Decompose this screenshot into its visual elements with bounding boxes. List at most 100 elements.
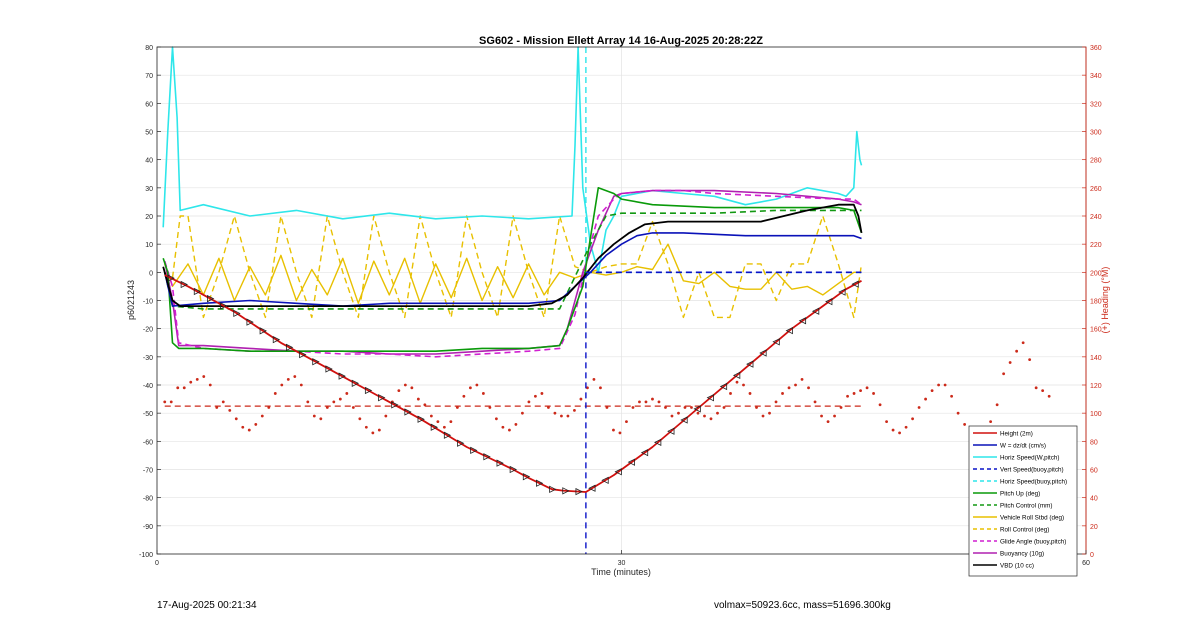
height-marker	[338, 372, 346, 380]
series-line-glide	[163, 189, 862, 358]
heading-points	[163, 341, 1051, 438]
heading-point	[501, 425, 505, 429]
height-marker	[588, 484, 596, 492]
height-marker	[364, 386, 373, 395]
height-marker	[614, 468, 622, 476]
series-line-pitch-ctrl	[163, 209, 862, 310]
heading-point	[625, 420, 628, 424]
height-marker	[457, 439, 465, 447]
heading-point	[332, 400, 336, 404]
y2-axis-label: (+) Heading (°M)	[1100, 267, 1110, 334]
heading-point	[273, 392, 277, 395]
heading-point	[664, 406, 667, 409]
heading-point	[384, 414, 388, 418]
heading-point	[293, 375, 297, 378]
height-marker	[259, 327, 267, 335]
heading-point	[475, 383, 479, 387]
heading-point	[573, 408, 576, 412]
legend-label-horiz-buoy: Horiz Speed(buoy,pitch)	[1000, 479, 1067, 486]
height-marker	[417, 415, 425, 423]
heading-point	[729, 392, 732, 395]
heading-point	[651, 397, 654, 401]
heading-point	[364, 425, 368, 429]
heading-point	[872, 392, 875, 395]
heading-point	[735, 380, 739, 384]
y2-tick-label: 60	[1090, 468, 1098, 475]
y2-tick-label: 100	[1090, 411, 1102, 418]
heading-point	[618, 431, 622, 435]
series-line-pitch	[162, 187, 863, 353]
heading-point	[898, 431, 901, 435]
height-marker	[693, 405, 701, 413]
legend-label-pitch: Pitch Up (deg)	[1000, 491, 1040, 498]
axes: 80706050403020100-10-20-30-40-50-60-70-8…	[139, 45, 1102, 567]
height-marker	[772, 338, 780, 346]
height-markers	[167, 274, 859, 496]
heading-point	[299, 383, 303, 387]
height-marker	[220, 302, 228, 310]
height-marker	[798, 317, 807, 325]
height-marker	[233, 309, 241, 317]
heading-point	[787, 386, 791, 390]
height-marker	[430, 423, 439, 431]
footer-volmax-mass: volmax=50923.6cc, mass=51696.300kg	[714, 600, 891, 611]
heading-point	[566, 414, 570, 418]
heading-point	[410, 386, 414, 390]
heading-point	[891, 428, 895, 432]
y2-tick-label: 300	[1090, 130, 1102, 137]
legend-label-vbd: VBD (10 cc)	[1000, 563, 1034, 570]
y2-tick-label: 260	[1090, 186, 1102, 193]
heading-point	[280, 383, 284, 387]
legend-label-buoy: Buoyancy (10g)	[1000, 551, 1044, 558]
heading-point	[839, 406, 843, 409]
y2-tick-label: 320	[1090, 101, 1102, 108]
heading-point	[1015, 349, 1019, 353]
heading-point	[833, 414, 836, 418]
legend-label-glide: Glide Angle (buoy,pitch)	[1000, 539, 1066, 546]
series-line-horiz	[162, 46, 863, 274]
heading-point	[638, 400, 641, 404]
y-tick-label: 40	[145, 158, 153, 165]
y-tick-label: -20	[143, 327, 153, 334]
heading-point	[312, 414, 316, 418]
height-marker	[483, 453, 491, 461]
y-tick-label: 30	[145, 186, 153, 193]
x-axis-label: Time (minutes)	[591, 567, 651, 577]
heading-point	[416, 397, 420, 401]
heading-point	[943, 383, 947, 387]
heading-point	[442, 425, 446, 429]
height-marker	[667, 427, 675, 435]
heading-point	[989, 420, 993, 424]
y2-tick-label: 280	[1090, 158, 1102, 165]
heading-point	[462, 394, 466, 398]
heading-point	[488, 406, 492, 409]
y2-tick-label: 340	[1090, 73, 1102, 80]
heading-point	[228, 408, 232, 412]
heading-point	[429, 414, 433, 418]
heading-point	[885, 420, 888, 424]
y-tick-label: -40	[143, 383, 153, 390]
height-marker	[851, 280, 859, 288]
height-marker	[272, 336, 281, 344]
heading-point	[950, 394, 954, 398]
heading-point	[670, 414, 674, 418]
series-line-height	[164, 274, 862, 493]
heading-point	[319, 417, 323, 421]
heading-point	[930, 389, 934, 393]
height-marker	[299, 350, 307, 359]
height-marker	[653, 438, 662, 447]
y-tick-label: -50	[143, 411, 153, 418]
height-marker	[391, 401, 399, 409]
height-marker	[785, 326, 793, 335]
y-tick-label: 50	[145, 130, 153, 137]
heading-point	[377, 428, 381, 432]
heading-point	[371, 431, 375, 435]
heading-point	[306, 400, 310, 404]
heading-point	[534, 394, 537, 398]
heading-point	[852, 392, 856, 395]
height-marker	[601, 476, 609, 484]
y2-tick-label: 0	[1090, 552, 1094, 559]
y2-tick-label: 120	[1090, 383, 1102, 390]
y-tick-label: 0	[149, 270, 153, 277]
